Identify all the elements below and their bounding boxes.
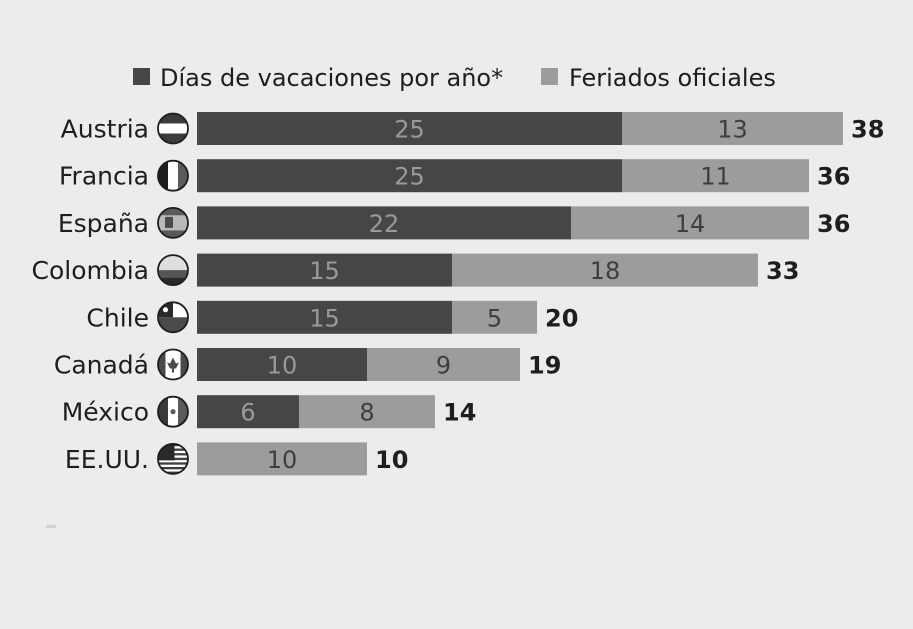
total-label-canada: 19 [528,352,561,380]
data-label-vacaciones-canada: 10 [267,352,298,380]
bar-rows: Austria 25 13 38 Francia 25 11 36 España 22 14 36 Co… [32,112,884,476]
bar-row-espana: España 22 14 36 [58,206,850,240]
bar-segment-vacaciones-espana [197,206,571,240]
data-label-vacaciones-colombia: 15 [309,257,340,285]
bar-segment-vacaciones-colombia [197,253,452,287]
total-label-austria: 38 [851,116,884,144]
bar-segment-feriados-mexico [299,395,435,429]
data-label-feriados-francia: 11 [700,163,731,191]
total-label-chile: 20 [545,304,578,332]
data-label-feriados-chile: 5 [487,304,502,332]
canada-flag-icon [157,348,189,381]
category-label-ee-uu: EE.UU. [65,445,149,474]
bar-segment-feriados-chile [452,300,537,334]
data-label-feriados-colombia: 18 [590,257,621,285]
bar-segment-vacaciones-mexico [197,395,299,429]
bar-segment-feriados-ee-uu [197,442,367,476]
total-label-espana: 36 [817,210,850,238]
legend-label-feriados: Feriados oficiales [569,64,776,92]
mexico-flag-icon [157,395,189,428]
bar-row-francia: Francia 25 11 36 [59,159,850,193]
data-label-vacaciones-espana: 22 [369,210,400,238]
data-label-vacaciones-austria: 25 [394,116,425,144]
bar-segment-feriados-austria [622,112,843,145]
bar-segment-vacaciones-francia [197,159,622,193]
legend-swatch-vacaciones [133,68,150,85]
spain-flag-icon [157,206,189,239]
total-label-francia: 36 [817,163,850,191]
data-label-vacaciones-francia: 25 [394,163,425,191]
bar-segment-vacaciones-austria [197,112,622,145]
data-label-feriados-espana: 14 [675,210,706,238]
colombia-flag-icon [157,254,189,287]
legend: Días de vacaciones por año* Feriados ofi… [133,64,776,92]
total-label-mexico: 14 [443,399,476,427]
category-label-austria: Austria [61,115,149,144]
category-label-canada: Canadá [54,351,149,380]
data-label-feriados-ee-uu: 10 [267,446,298,474]
bar-segment-vacaciones-chile [197,300,452,334]
bar-segment-feriados-colombia [452,253,758,287]
data-label-vacaciones-chile: 15 [309,304,340,332]
bar-row-ee-uu: EE.UU. 10 10 [65,442,408,476]
category-label-colombia: Colombia [32,256,149,285]
bar-row-mexico: México 6 8 14 [62,395,476,429]
bar-segment-feriados-canada [367,348,520,381]
data-label-feriados-mexico: 8 [359,399,374,427]
bar-row-austria: Austria 25 13 38 [61,112,884,145]
category-label-chile: Chile [86,303,149,332]
category-label-espana: España [58,209,149,238]
data-label-feriados-austria: 13 [717,116,748,144]
legend-label-vacaciones: Días de vacaciones por año* [160,64,503,92]
austria-flag-icon [157,112,189,145]
decorative-dash [46,525,56,528]
legend-swatch-feriados [541,68,558,85]
data-label-vacaciones-mexico: 6 [240,399,255,427]
category-label-mexico: México [62,398,149,427]
bar-row-colombia: Colombia 15 18 33 [32,253,799,287]
bar-row-canada: Canadá 10 9 19 [54,348,561,381]
data-label-feriados-canada: 9 [436,352,451,380]
usa-flag-icon [157,442,189,475]
total-label-ee-uu: 10 [375,446,408,474]
category-label-francia: Francia [59,162,149,191]
chile-flag-icon [157,301,189,334]
bar-segment-vacaciones-canada [197,348,367,381]
total-label-colombia: 33 [766,257,799,285]
france-flag-icon [157,159,189,192]
bar-row-chile: Chile 15 5 20 [86,300,578,334]
bar-segment-feriados-francia [622,159,809,193]
bar-segment-feriados-espana [571,206,809,240]
